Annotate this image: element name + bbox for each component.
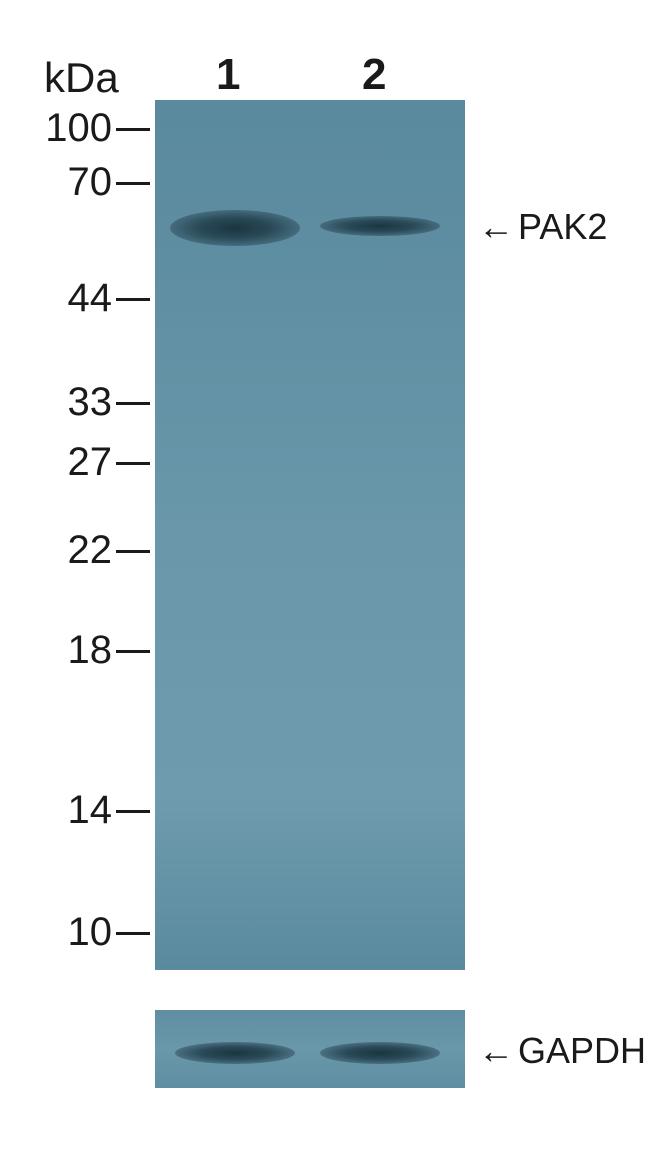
arrow-left-icon: ← — [478, 206, 514, 248]
annotation-pak2-text: PAK2 — [518, 206, 607, 248]
band-pak2-lane2 — [320, 216, 440, 236]
annotation-gapdh: ← GAPDH — [478, 1030, 646, 1072]
band-pak2-lane1 — [170, 210, 300, 246]
axis-unit-label: kDa — [44, 54, 119, 102]
band-gapdh-lane1 — [175, 1042, 295, 1064]
lane-label-2: 2 — [362, 50, 386, 100]
annotation-gapdh-text: GAPDH — [518, 1030, 646, 1072]
western-blot-figure: kDa 1 2 100 70 44 33 27 22 18 14 — [0, 0, 650, 1156]
annotation-pak2: ← PAK2 — [478, 206, 607, 248]
lane-label-1: 1 — [216, 50, 240, 100]
arrow-left-icon: ← — [478, 1030, 514, 1072]
band-gapdh-lane2 — [320, 1042, 440, 1064]
